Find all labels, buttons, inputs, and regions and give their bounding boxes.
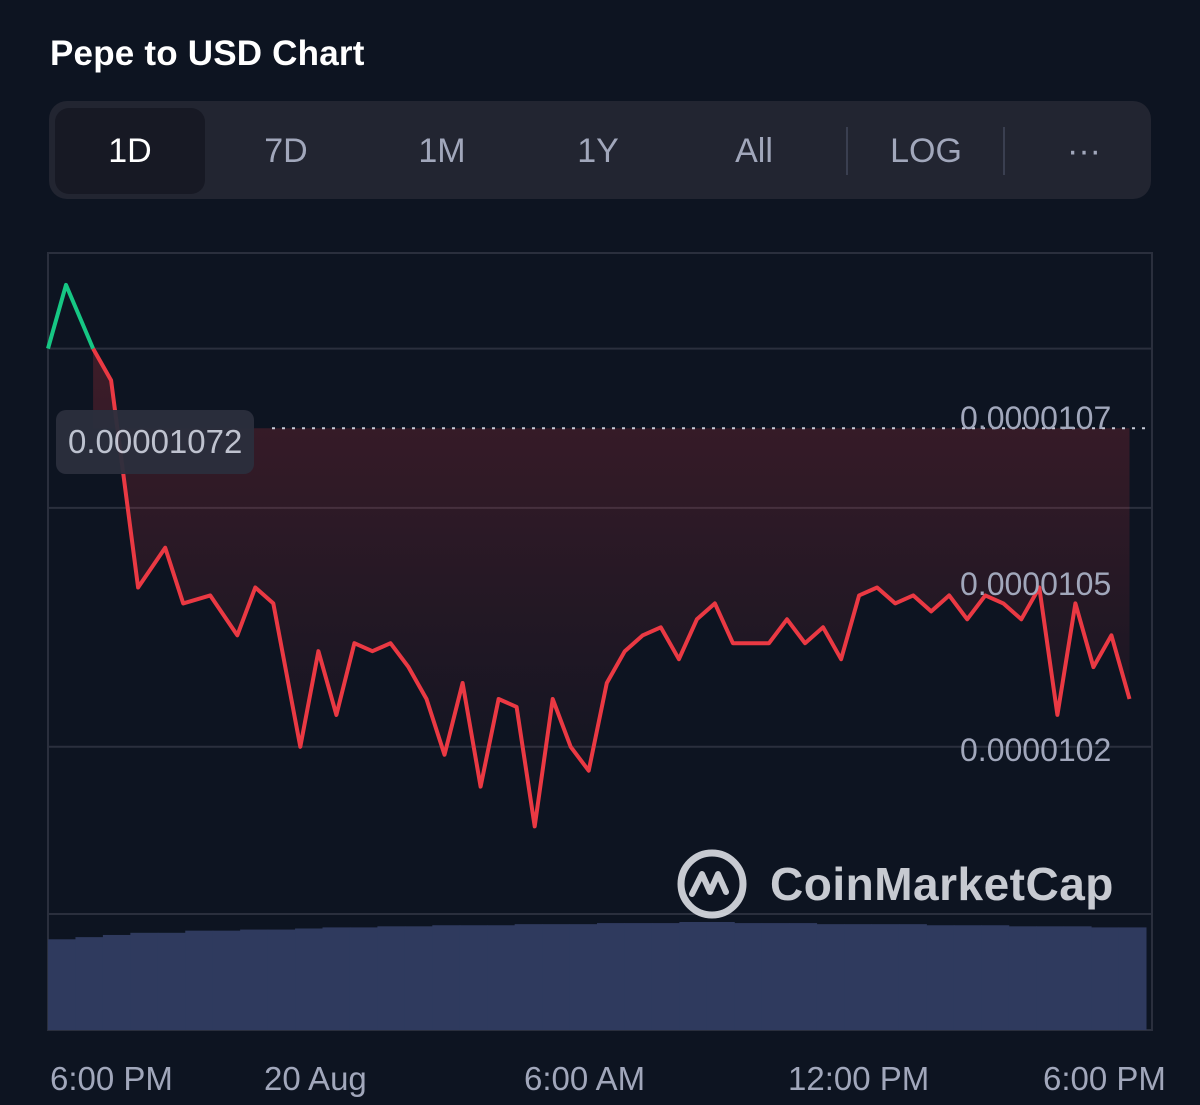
volume-bar: [48, 939, 76, 1030]
price-line-up: [46, 282, 95, 350]
volume-bar: [761, 923, 790, 1030]
volume-bar: [651, 923, 680, 1030]
volume-bar: [1091, 927, 1120, 1030]
volume-bar: [487, 925, 516, 1030]
volume-bar: [734, 923, 763, 1030]
volume-bar: [130, 932, 159, 1030]
volume-bar: [240, 929, 269, 1030]
x-tick-label: 20 Aug: [264, 1060, 367, 1097]
price-area-fill: [93, 348, 1130, 827]
tab-divider: [1003, 127, 1005, 175]
open-price-label: 0.00001072: [56, 410, 255, 474]
volume-bar: [981, 925, 1010, 1030]
volume-bar: [102, 934, 131, 1030]
volume-bar: [514, 924, 543, 1030]
volume-bar: [459, 925, 488, 1030]
x-tick-label: 6:00 PM: [1043, 1060, 1166, 1097]
x-tick-label: 6:00 PM: [50, 1060, 173, 1097]
tab-1y[interactable]: 1Y: [577, 131, 619, 170]
tab-1d[interactable]: 1D: [55, 108, 205, 194]
y-tick-label: 0.0000107: [960, 400, 1112, 436]
volume-bar: [1118, 927, 1147, 1030]
volume-bar: [432, 925, 461, 1030]
tab-7d[interactable]: 7D: [264, 131, 308, 170]
volume-bar: [1036, 926, 1065, 1030]
coinmarketcap-logo-icon: [677, 849, 747, 919]
volume-bar: [75, 937, 104, 1030]
y-tick-label: 0.0000105: [960, 566, 1112, 602]
volume-bar: [706, 922, 735, 1030]
volume-bar: [157, 932, 186, 1030]
volume-bar: [322, 927, 351, 1030]
volume-bar: [569, 924, 598, 1030]
volume-bar: [953, 925, 982, 1030]
volume-bar: [789, 923, 818, 1030]
more-options-button[interactable]: ···: [1067, 131, 1101, 170]
volume-bar: [377, 926, 406, 1030]
volume-bar: [844, 924, 872, 1030]
price-line-down: [91, 347, 1132, 829]
volume-bar: [816, 924, 845, 1030]
volume-bar: [679, 922, 708, 1030]
y-tick-label: 0.0000102: [960, 732, 1112, 768]
volume-bar: [349, 927, 378, 1030]
chart-title: Pepe to USD Chart: [50, 34, 365, 73]
volume-bar: [1008, 926, 1037, 1030]
watermark-text: CoinMarketCap: [770, 858, 1114, 910]
volume-bar: [212, 930, 241, 1030]
x-tick-label: 6:00 AM: [524, 1060, 646, 1097]
tab-log[interactable]: LOG: [890, 131, 962, 170]
volume-bar: [898, 924, 927, 1030]
timeframe-tabbar: 1D 7D 1M 1Y All LOG ···: [49, 101, 1151, 199]
volume-bar: [1063, 926, 1092, 1030]
volume-bar: [404, 926, 433, 1030]
tab-divider: [846, 127, 848, 175]
volume-bar: [926, 925, 955, 1030]
volume-bar: [597, 923, 625, 1030]
volume-bar: [267, 929, 296, 1030]
volume-bar: [295, 928, 323, 1030]
volume-bar: [185, 930, 214, 1030]
coinmarketcap-watermark: CoinMarketCap: [676, 848, 1114, 920]
tab-1m[interactable]: 1M: [418, 131, 466, 170]
x-tick-label: 12:00 PM: [788, 1060, 930, 1097]
volume-bar: [542, 924, 571, 1030]
tab-all[interactable]: All: [735, 131, 773, 170]
volume-bar: [624, 923, 653, 1030]
volume-bar: [871, 924, 900, 1030]
